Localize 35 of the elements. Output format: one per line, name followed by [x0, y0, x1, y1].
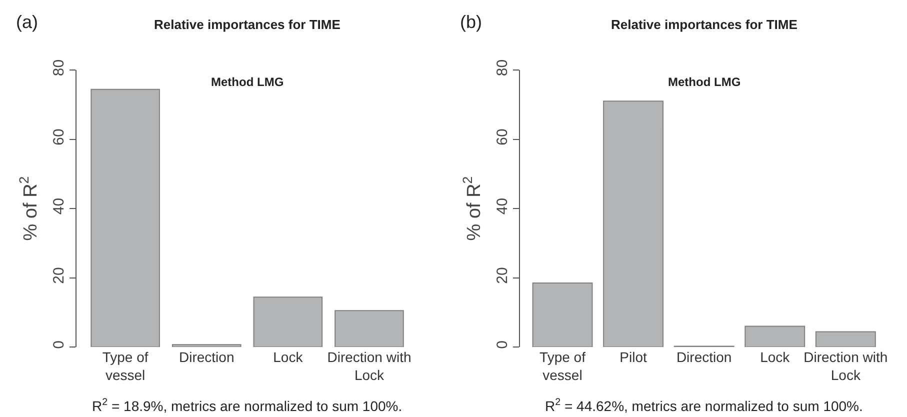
bar — [253, 296, 323, 347]
x-tick-label: Direction — [676, 349, 732, 365]
x-tick-label: Direction with Lock — [327, 349, 412, 384]
bar — [744, 326, 806, 347]
text: (a) — [16, 12, 38, 32]
bar — [532, 282, 593, 347]
bar — [90, 88, 160, 347]
chart-title: Relative importances for TIME — [154, 17, 341, 32]
bar — [603, 100, 664, 347]
y-tick-label: 20 — [494, 267, 512, 284]
y-tick-label: 80 — [494, 59, 512, 76]
x-tick-label: Lock — [273, 349, 304, 365]
y-tick-label: 20 — [50, 267, 68, 284]
x-tick-label: Direction — [178, 349, 234, 365]
x-tick-label: Type of vessel — [540, 349, 586, 384]
y-tick-label: 0 — [50, 340, 68, 349]
y-tick-label: 80 — [50, 59, 68, 76]
bar — [172, 344, 242, 347]
x-tick-label: Type of vessel — [102, 349, 148, 384]
x-tick-label: Lock — [760, 349, 791, 365]
bar — [815, 331, 876, 347]
text: R$^{2}$ = 18.9%, metrics are normalized to sum 100%. — [92, 397, 402, 414]
chart-title: Relative importances for TIME — [611, 17, 798, 32]
y-tick-label: 40 — [50, 198, 68, 215]
x-tick-label: Pilot — [620, 349, 648, 365]
y-tick-label: 0 — [494, 340, 512, 349]
y-tick-label: 60 — [494, 128, 512, 146]
text: (b) — [460, 12, 482, 32]
y-tick-label: 40 — [494, 198, 512, 215]
x-tick-label: Direction with Lock — [804, 349, 888, 384]
bar — [334, 310, 404, 347]
annotation: Method LMG — [211, 75, 284, 89]
y-tick-label: 60 — [50, 128, 68, 146]
annotation: Method LMG — [668, 75, 741, 89]
text: R$^{2}$ = 44.62%, metrics are normalized to sum 100%. — [545, 397, 863, 414]
